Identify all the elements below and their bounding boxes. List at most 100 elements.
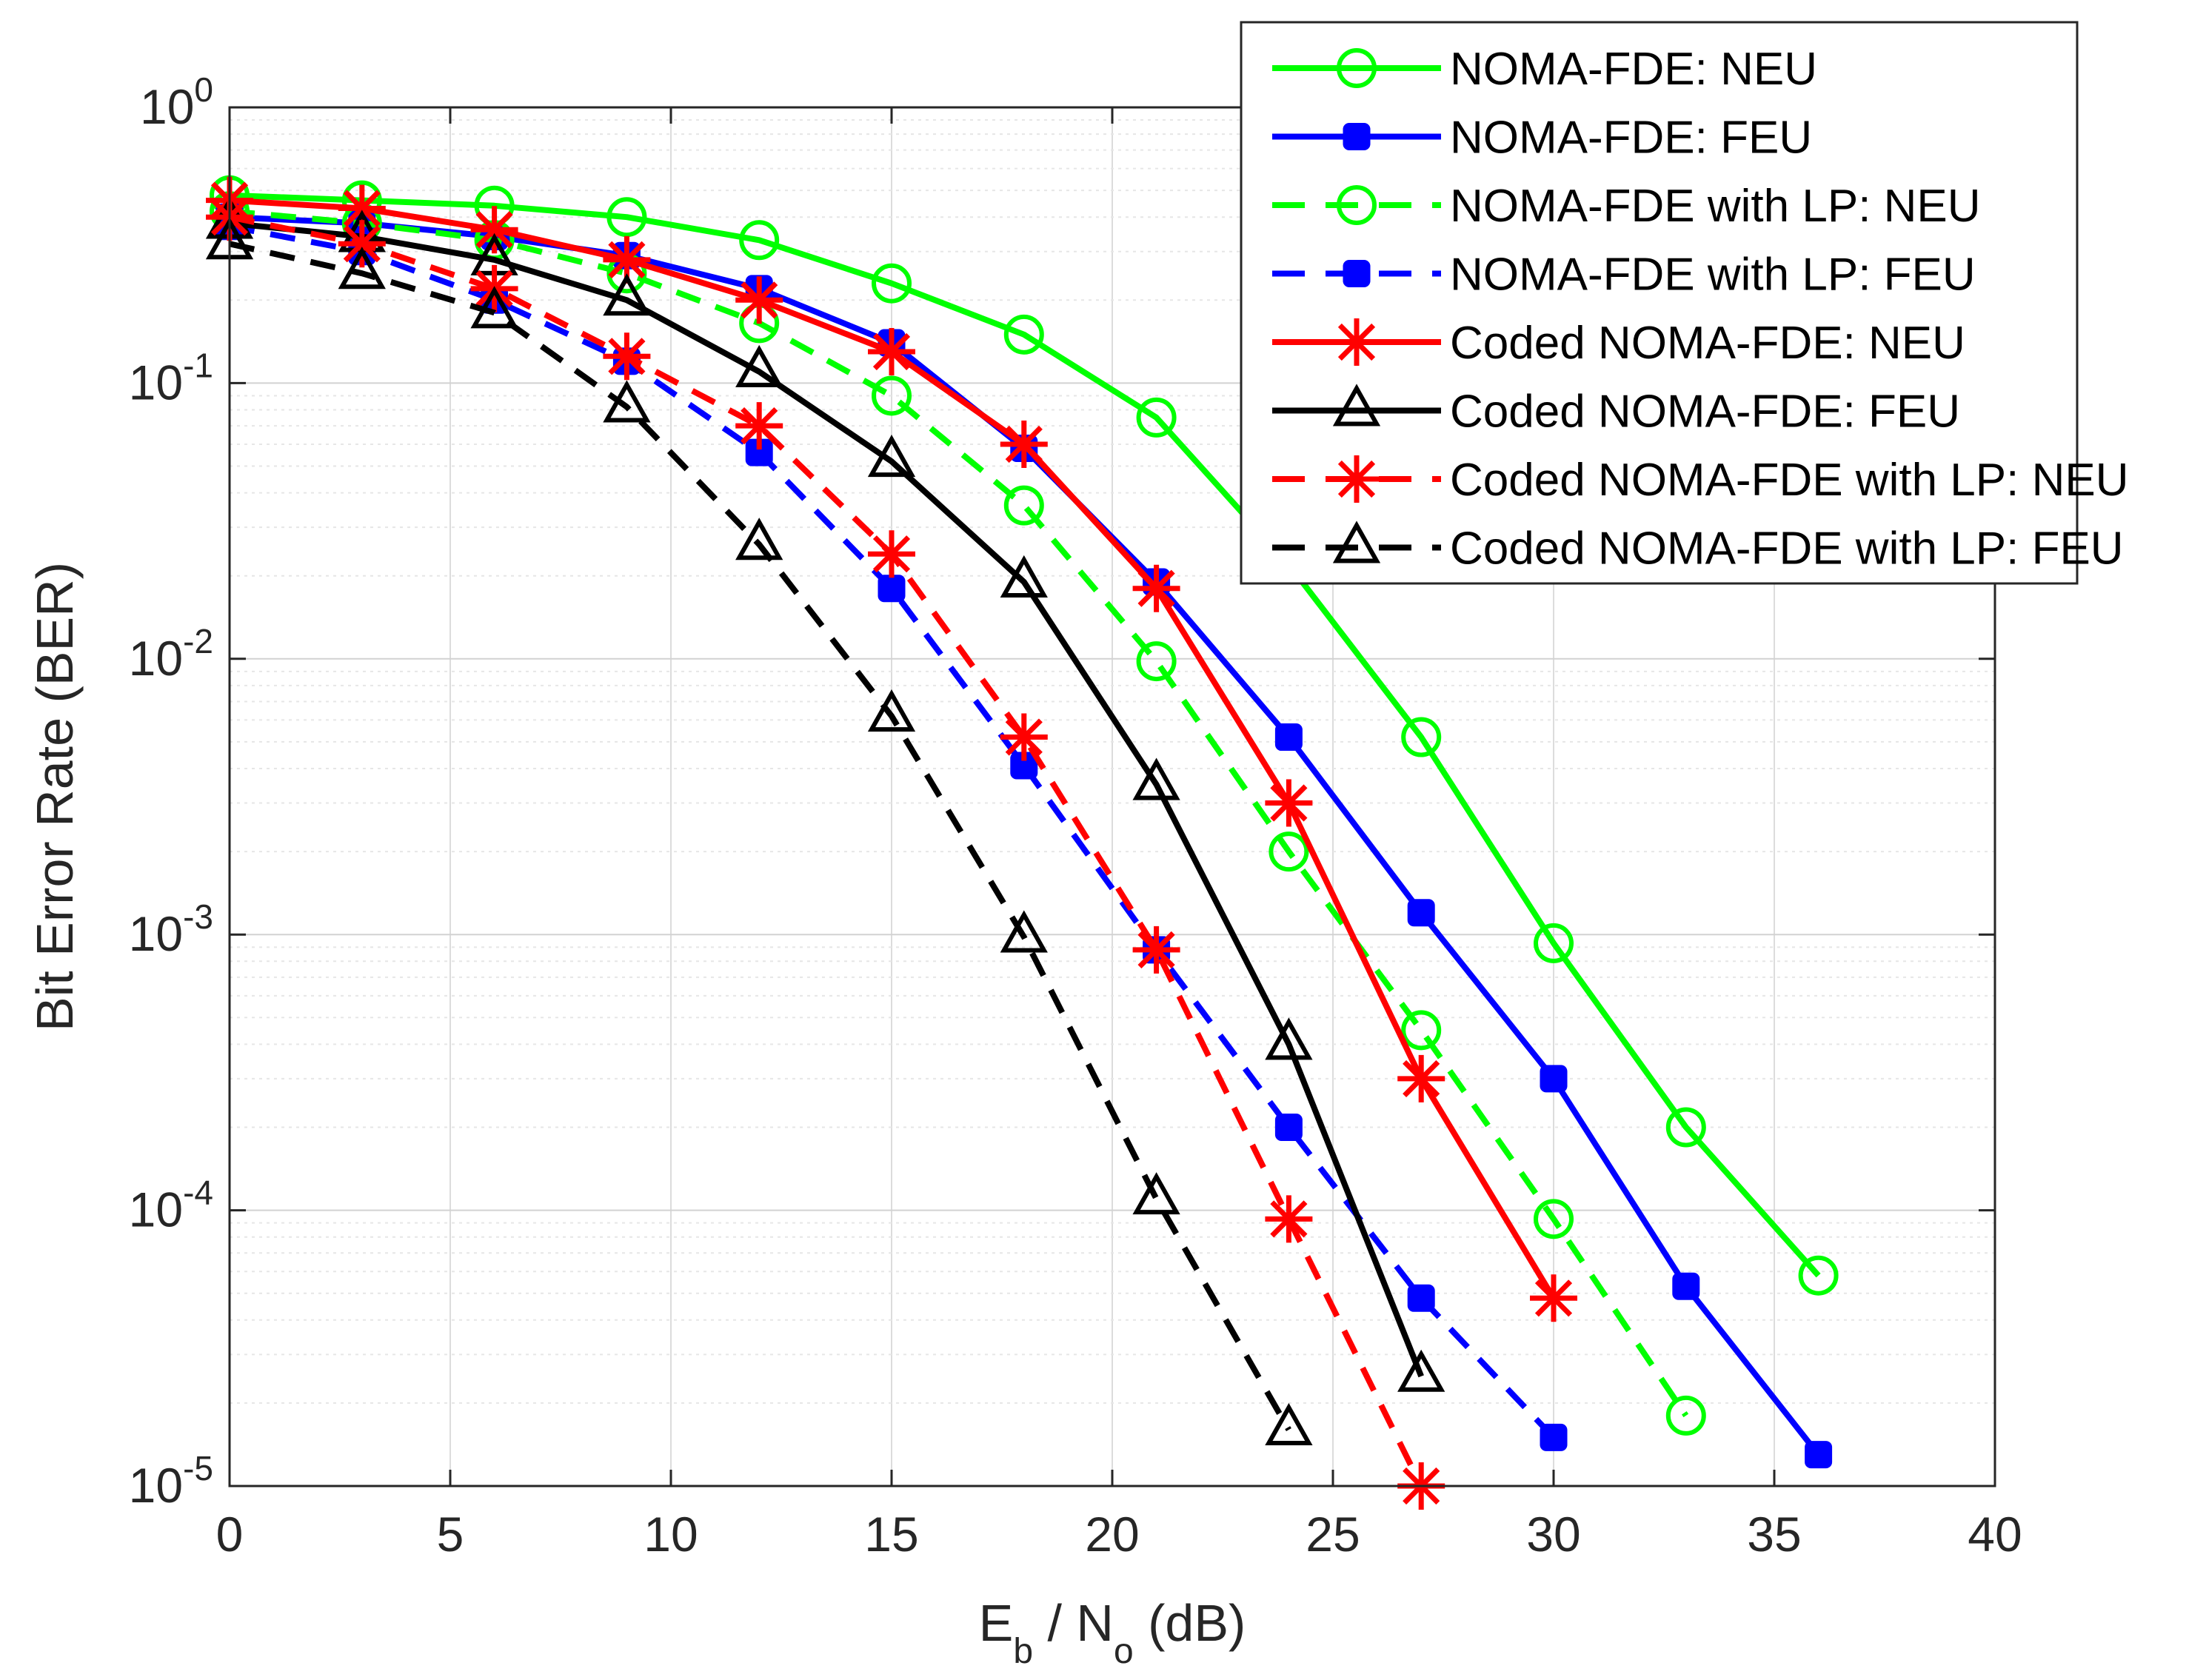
data-point-marker — [878, 575, 906, 603]
asterisk-stroke — [1534, 1279, 1573, 1317]
data-point-marker — [338, 220, 386, 268]
data-point-marker — [1269, 831, 1309, 872]
data-point-marker — [867, 689, 916, 732]
data-point-marker — [603, 380, 651, 423]
data-point-marker — [1274, 1113, 1303, 1141]
series-layer — [205, 175, 1839, 1510]
asterisk-stroke — [1337, 460, 1376, 498]
data-point-marker — [1003, 485, 1044, 526]
asterisk-stroke — [1005, 425, 1043, 463]
legend-label: Coded NOMA-FDE with LP: NEU — [1450, 455, 2128, 506]
asterisk-stroke — [608, 241, 646, 278]
series-line — [229, 192, 1821, 1278]
series-8 — [205, 217, 1313, 1445]
data-point-marker — [1534, 1199, 1574, 1239]
asterisk-stroke — [1337, 323, 1376, 361]
axis-labels: Eb / No (dB) Bit Error Rate (BER) — [26, 562, 1246, 1671]
legend-label: NOMA-FDE with LP: FEU — [1450, 250, 1976, 301]
legend-item: Coded NOMA-FDE with LP: NEU — [1272, 455, 2128, 506]
ticks: 0 5 10 15 20 25 30 35 40 100 10-1 10-2 10-3 10-4 10-5 — [129, 70, 2022, 1562]
data-point-marker — [1265, 1402, 1313, 1445]
x-tick-label: 40 — [1968, 1507, 2022, 1562]
data-point-marker — [1343, 123, 1371, 150]
x-axis-label-tail: (dB) — [1134, 1594, 1246, 1652]
data-point-marker — [1333, 318, 1380, 366]
data-point-marker — [1401, 717, 1442, 757]
asterisk-stroke — [1270, 784, 1308, 822]
data-point-marker — [1265, 779, 1313, 827]
x-tick-label: 20 — [1085, 1507, 1139, 1562]
data-point-marker — [735, 276, 783, 324]
series-line — [229, 241, 1291, 1431]
series-line — [229, 223, 1556, 1440]
asterisk-stroke — [608, 338, 646, 375]
data-point-marker — [1003, 314, 1044, 355]
data-point-marker — [872, 375, 912, 416]
legend-item: NOMA-FDE with LP: NEU — [1272, 181, 1981, 232]
data-point-marker — [1136, 641, 1177, 682]
data-point-marker — [1000, 713, 1048, 761]
data-point-marker — [735, 518, 783, 560]
data-point-marker — [1000, 910, 1048, 953]
data-point-marker — [1132, 1172, 1180, 1215]
data-point-marker — [1333, 455, 1380, 503]
data-point-marker — [1805, 1441, 1833, 1469]
data-point-marker — [470, 206, 518, 254]
x-axis-label-sub1: b — [1013, 1632, 1033, 1671]
data-point-marker — [1665, 1107, 1706, 1148]
asterisk-stroke — [872, 535, 911, 573]
data-point-marker — [1407, 899, 1435, 927]
y-tick-label: 100 — [140, 70, 213, 134]
data-point-marker — [735, 402, 783, 450]
data-point-marker — [1337, 48, 1377, 88]
data-point-marker — [1534, 923, 1574, 963]
asterisk-stroke — [741, 406, 778, 445]
legend-label: Coded NOMA-FDE: NEU — [1450, 318, 1965, 369]
y-tick-label: 10-4 — [129, 1174, 213, 1237]
data-point-marker — [1332, 384, 1381, 426]
data-point-marker — [868, 327, 915, 375]
data-point-marker — [1530, 1274, 1577, 1322]
asterisk-stroke — [1137, 569, 1175, 607]
asterisk-stroke — [1137, 931, 1175, 968]
legend-item: Coded NOMA-FDE: NEU — [1272, 318, 1965, 369]
asterisk-stroke — [872, 332, 911, 371]
asterisk-stroke — [343, 190, 381, 227]
data-point-marker — [470, 286, 518, 329]
legend-item: NOMA-FDE with LP: FEU — [1272, 250, 1976, 301]
data-point-marker — [1337, 185, 1377, 225]
data-point-marker — [867, 435, 916, 478]
y-tick-label: 10-5 — [129, 1449, 213, 1513]
x-tick-label: 35 — [1747, 1507, 1801, 1562]
data-point-marker — [1332, 521, 1381, 563]
data-point-marker — [868, 530, 915, 578]
y-tick-label: 10-1 — [129, 346, 213, 409]
series-line — [229, 214, 1424, 1487]
x-axis-label-sub2: o — [1114, 1632, 1134, 1671]
data-point-marker — [606, 197, 647, 238]
data-point-marker — [1397, 1349, 1445, 1392]
legend-item: Coded NOMA-FDE with LP: FEU — [1272, 521, 2124, 575]
data-point-marker — [1672, 1272, 1700, 1300]
data-point-marker — [1665, 1395, 1706, 1436]
data-point-marker — [739, 220, 780, 261]
legend: NOMA-FDE: NEU NOMA-FDE: FEU NOMA-FDE with … — [1240, 21, 2128, 585]
legend-item: NOMA-FDE: NEU — [1272, 44, 1817, 95]
data-point-marker — [872, 263, 912, 304]
x-axis-label-mid: / N — [1033, 1594, 1114, 1652]
data-point-marker — [1798, 1255, 1839, 1296]
data-point-marker — [1136, 397, 1177, 438]
series-line — [229, 220, 1424, 1378]
data-point-marker — [338, 184, 386, 232]
data-point-marker — [1540, 1423, 1568, 1451]
y-tick-label: 10-2 — [129, 622, 213, 686]
data-point-marker — [1132, 757, 1180, 800]
data-point-marker — [1265, 1017, 1313, 1060]
x-tick-label: 10 — [644, 1507, 698, 1562]
data-point-marker — [603, 273, 651, 316]
x-axis-label-main: E — [979, 1594, 1014, 1652]
data-point-marker — [1401, 1010, 1442, 1051]
y-axis-label: Bit Error Rate (BER) — [26, 562, 84, 1031]
data-point-marker — [603, 332, 651, 381]
